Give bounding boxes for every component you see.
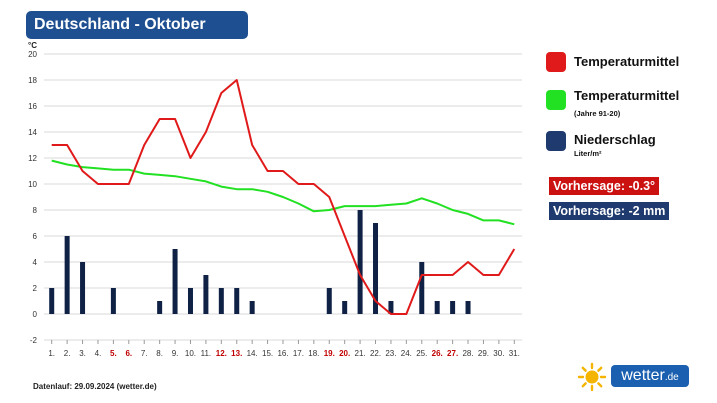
- x-tick-label: 1.: [48, 349, 55, 358]
- legend-label-temperature-normal: Temperaturmittel: [574, 88, 680, 103]
- y-tick-label: 2: [33, 284, 38, 293]
- y-tick-label: -2: [30, 336, 38, 345]
- x-tick-label: 14.: [247, 349, 258, 358]
- legend-sub-precipitation: Liter/m²: [574, 149, 602, 158]
- legend-swatch-temperature: [546, 52, 566, 72]
- x-tick-label: 18.: [308, 349, 319, 358]
- x-tick-label: 9.: [172, 349, 179, 358]
- x-tick-label: 13.: [231, 349, 242, 358]
- y-tick-label: 16: [28, 102, 37, 111]
- y-tick-label: 20: [28, 50, 37, 59]
- precipitation-bar: [218, 288, 224, 314]
- sun-icon: [577, 362, 607, 392]
- legend-swatch-precipitation: [546, 131, 566, 151]
- x-tick-label: 29.: [478, 349, 489, 358]
- precipitation-bar: [110, 288, 116, 314]
- data-run-note: Datenlauf: 29.09.2024 (wetter.de): [33, 382, 157, 391]
- precipitation-bar: [203, 275, 209, 314]
- temperature-normal-line: [51, 159, 515, 226]
- x-tick-label: 15.: [262, 349, 273, 358]
- x-tick-label: 5.: [110, 349, 117, 358]
- y-tick-label: 18: [28, 76, 37, 85]
- x-tick-label: 6.: [125, 349, 132, 358]
- forecast-temperature-badge: Vorhersage: -0.3°: [549, 177, 660, 195]
- precipitation-bar: [373, 223, 379, 314]
- x-tick-label: 31.: [509, 349, 520, 358]
- x-tick-label: 26.: [432, 349, 443, 358]
- precipitation-bar: [80, 262, 86, 314]
- x-tick-label: 28.: [462, 349, 473, 358]
- wetter-de-logo: wetter.de: [611, 365, 689, 387]
- y-tick-label: 12: [28, 154, 37, 163]
- precipitation-bar: [419, 262, 425, 314]
- x-tick-label: 27.: [447, 349, 458, 358]
- x-tick-label: 2.: [64, 349, 71, 358]
- y-tick-label: 14: [28, 128, 37, 137]
- x-tick-label: 17.: [293, 349, 304, 358]
- y-tick-label: 8: [33, 206, 38, 215]
- precipitation-bar: [249, 301, 255, 314]
- precipitation-bar: [49, 288, 55, 314]
- precipitation-bar: [326, 288, 332, 314]
- logo-name: wetter: [621, 367, 665, 384]
- precipitation-bar: [64, 236, 70, 314]
- x-tick-label: 22.: [370, 349, 381, 358]
- precipitation-bar: [234, 288, 240, 314]
- precipitation-bar: [450, 301, 456, 314]
- y-tick-label: 4: [33, 258, 38, 267]
- logo-tld: .de: [664, 372, 679, 383]
- x-tick-label: 10.: [185, 349, 196, 358]
- legend-label-precipitation: Niederschlag: [574, 132, 656, 147]
- precipitation-bar: [357, 210, 363, 314]
- x-tick-label: 4.: [95, 349, 102, 358]
- legend-sub-temperature-normal: (Jahre 91-20): [574, 109, 621, 118]
- y-tick-label: 10: [28, 180, 37, 189]
- y-tick-label: 6: [33, 232, 38, 241]
- y-tick-label: 0: [33, 310, 38, 319]
- x-tick-label: 25.: [416, 349, 427, 358]
- precipitation-bar: [388, 301, 394, 314]
- temperature-line: [51, 79, 516, 315]
- x-tick-label: 30.: [493, 349, 504, 358]
- precipitation-bar: [342, 301, 348, 314]
- x-tick-label: 21.: [355, 349, 366, 358]
- x-tick-label: 7.: [141, 349, 148, 358]
- chart-title: Deutschland - Oktober: [26, 11, 248, 39]
- y-axis-unit: °C: [28, 41, 37, 50]
- x-tick-label: 16.: [277, 349, 288, 358]
- precipitation-bar: [187, 288, 193, 314]
- forecast-precipitation-badge: Vorhersage: -2 mm: [549, 202, 670, 220]
- x-tick-label: 3.: [79, 349, 86, 358]
- x-tick-label: 11.: [201, 349, 212, 358]
- x-tick-label: 24.: [401, 349, 412, 358]
- x-tick-label: 20.: [339, 349, 350, 358]
- x-tick-label: 12.: [216, 349, 227, 358]
- x-tick-label: 19.: [324, 349, 335, 358]
- precipitation-bar: [172, 249, 178, 314]
- x-tick-label: 8.: [156, 349, 163, 358]
- precipitation-bar: [157, 301, 163, 314]
- legend-label-temperature: Temperaturmittel: [574, 54, 680, 69]
- x-tick-label: 23.: [385, 349, 396, 358]
- precipitation-bar: [465, 301, 471, 314]
- legend-swatch-temperature-normal: [546, 90, 566, 110]
- precipitation-bar: [434, 301, 440, 314]
